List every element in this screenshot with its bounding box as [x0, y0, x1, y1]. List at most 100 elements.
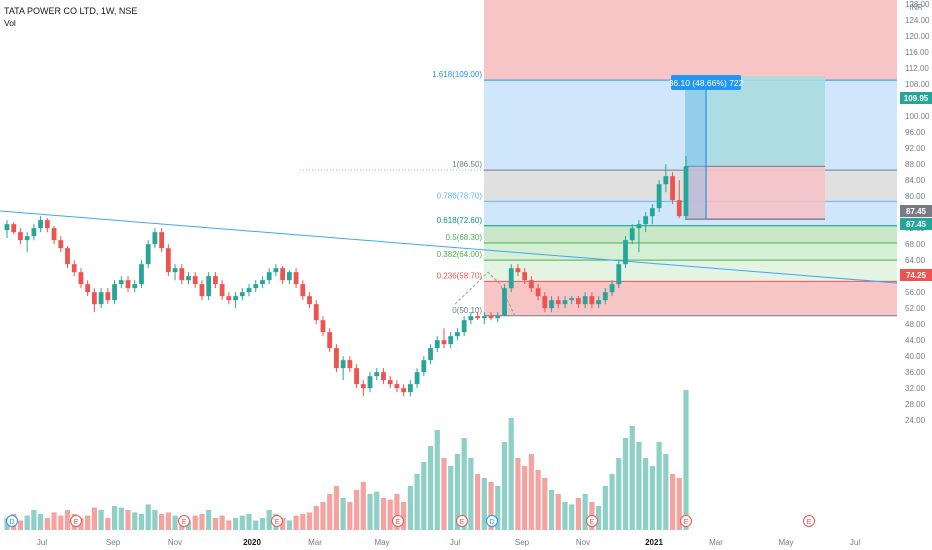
candle-body [280, 268, 286, 281]
candle [280, 266, 286, 285]
volume-bar [280, 518, 286, 530]
volume-bar [582, 494, 588, 530]
event-marker[interactable] [456, 515, 468, 527]
volume-bar [118, 507, 124, 530]
candle-body [522, 272, 528, 281]
candle-body [98, 292, 104, 305]
volume-bar [441, 458, 447, 530]
volume-bar [360, 482, 366, 530]
candle-body [179, 268, 185, 281]
chart-title: TATA POWER CO LTD, 1W, NSE [4, 6, 137, 16]
volume-bar [152, 510, 158, 530]
candle-body [112, 284, 117, 301]
volume-bar [461, 438, 467, 530]
event-marker[interactable] [680, 515, 692, 527]
y-tick-label: 88.00 [905, 160, 926, 169]
candle [139, 260, 144, 289]
candle [293, 268, 299, 289]
candle [71, 260, 77, 277]
candle [300, 280, 306, 301]
candle-body [31, 228, 37, 237]
candle-body [387, 380, 393, 385]
fib-label: 0.236(58.70) [437, 271, 483, 280]
candle-body [51, 228, 57, 241]
volume-bar [212, 518, 219, 530]
volume-bar [448, 466, 454, 530]
volume-bar [387, 499, 393, 530]
candle-body [233, 296, 238, 301]
candle [354, 364, 359, 389]
candle [334, 344, 339, 373]
wave-path [454, 271, 516, 317]
x-tick-label: Sep [515, 538, 530, 547]
candle [421, 356, 427, 377]
volume-bar [145, 504, 151, 530]
y-tick-label: 96.00 [905, 128, 926, 137]
volume-bar [542, 478, 548, 530]
fib-zone-0236-0 [484, 281, 897, 316]
volume-bar [232, 518, 239, 530]
candle-body [206, 276, 212, 297]
candle-body [24, 236, 30, 241]
event-marker[interactable] [70, 515, 82, 527]
volume-bar [300, 514, 306, 530]
candle-body [327, 332, 333, 349]
candle [582, 292, 588, 309]
candle [656, 180, 662, 213]
volume-bar [219, 515, 225, 530]
candle-body [582, 296, 588, 305]
candle [58, 236, 64, 253]
volume-bar [548, 490, 555, 530]
event-marker[interactable] [486, 515, 498, 527]
candle-body [58, 240, 64, 249]
event-letter: E [590, 519, 595, 526]
price-badge [900, 218, 932, 230]
candle-body [307, 296, 312, 305]
volume-bar [159, 514, 165, 530]
candle [683, 156, 689, 220]
volume-bar [111, 506, 118, 530]
candle [31, 224, 37, 241]
volume-bar [98, 510, 104, 530]
event-marker[interactable] [6, 515, 18, 527]
candle [562, 296, 568, 309]
candle [38, 216, 44, 233]
event-marker[interactable] [178, 515, 190, 527]
volume-bar [340, 498, 346, 530]
volume-bar [481, 478, 487, 530]
volume-bar [286, 520, 292, 530]
candle-body [475, 316, 480, 319]
candle [481, 312, 487, 325]
volume-bar [569, 504, 575, 530]
volume-bar [643, 458, 649, 530]
volume-bar [528, 454, 534, 530]
y-tick-label: 48.00 [905, 320, 926, 329]
x-tick-label: May [374, 538, 389, 547]
candle-body [468, 316, 474, 321]
candle [488, 312, 494, 321]
event-marker[interactable] [271, 515, 283, 527]
candle-body [44, 220, 50, 229]
candle [468, 312, 474, 325]
candle-body [656, 184, 662, 209]
candle-body [629, 228, 635, 241]
event-marker[interactable] [803, 515, 815, 527]
candle [381, 368, 386, 385]
event-marker[interactable] [392, 515, 404, 527]
candle-body [448, 336, 454, 345]
candle [515, 264, 521, 277]
candle [616, 260, 622, 289]
candle-body [542, 296, 548, 309]
candle-body [354, 368, 359, 385]
candle [273, 264, 279, 277]
candle-body [105, 292, 111, 301]
volume-bar [414, 474, 420, 530]
event-marker[interactable] [586, 515, 598, 527]
y-tick-label: 108.00 [905, 80, 930, 89]
candle [112, 280, 117, 305]
price-badge-text: 109.95 [904, 94, 929, 103]
y-tick-label: 112.00 [905, 64, 929, 73]
candle-body [441, 340, 447, 345]
candle-body [320, 320, 326, 333]
